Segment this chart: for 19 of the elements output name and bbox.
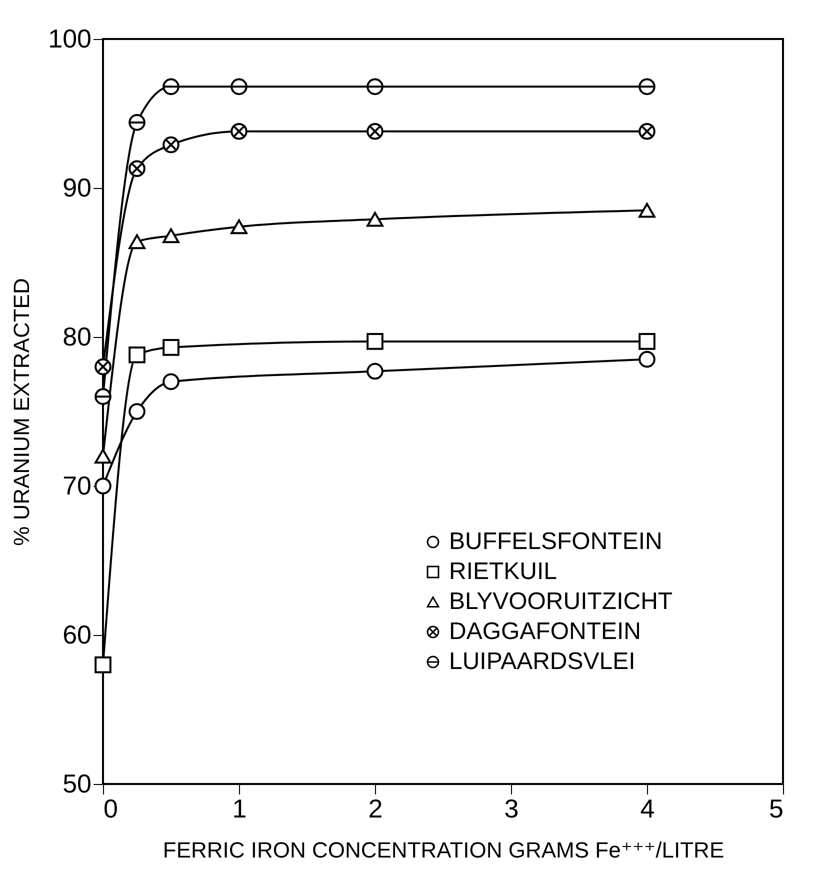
- legend-label: DAGGAFONTEIN: [449, 618, 642, 645]
- legend-label: BUFFELSFONTEIN: [449, 528, 662, 555]
- x-tick-label: 4: [640, 794, 655, 824]
- y-axis-title: % URANIUM EXTRACTED: [9, 278, 34, 546]
- x-tick-label: 1: [232, 794, 247, 824]
- y-tick-label: 60: [62, 620, 92, 650]
- x-axis-title: FERRIC IRON CONCENTRATION GRAMS Fe⁺⁺⁺/LITRE: [162, 838, 724, 862]
- y-tick-label: 90: [62, 172, 92, 202]
- x-tick-label: 3: [504, 794, 519, 824]
- y-tick-label: 50: [62, 768, 92, 798]
- y-tick-label: 100: [48, 24, 92, 54]
- y-tick-label: 70: [62, 470, 92, 500]
- legend-label: BLYVOORUITZICHT: [449, 588, 673, 615]
- y-tick-label: 80: [62, 322, 92, 352]
- x-tick-label: 2: [368, 794, 383, 824]
- legend-label: LUIPAARDSVLEI: [449, 648, 636, 675]
- legend-label: RIETKUIL: [449, 558, 558, 585]
- x-tick-label: 0: [104, 794, 118, 824]
- x-tick-label: 5: [769, 794, 784, 824]
